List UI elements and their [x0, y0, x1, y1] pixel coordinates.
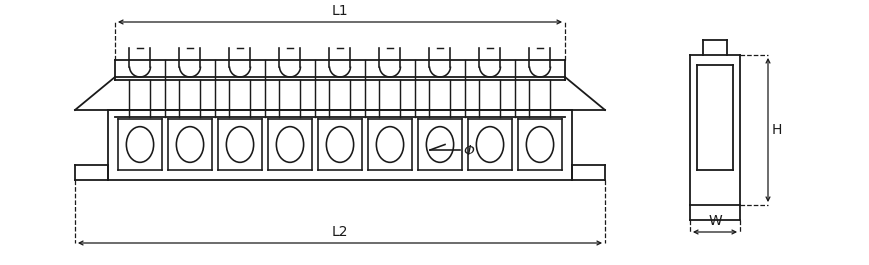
Text: W: W: [707, 214, 721, 228]
Text: Φ: Φ: [462, 144, 474, 158]
Text: H: H: [771, 123, 781, 137]
Text: L2: L2: [331, 225, 348, 239]
Text: L1: L1: [331, 4, 348, 18]
